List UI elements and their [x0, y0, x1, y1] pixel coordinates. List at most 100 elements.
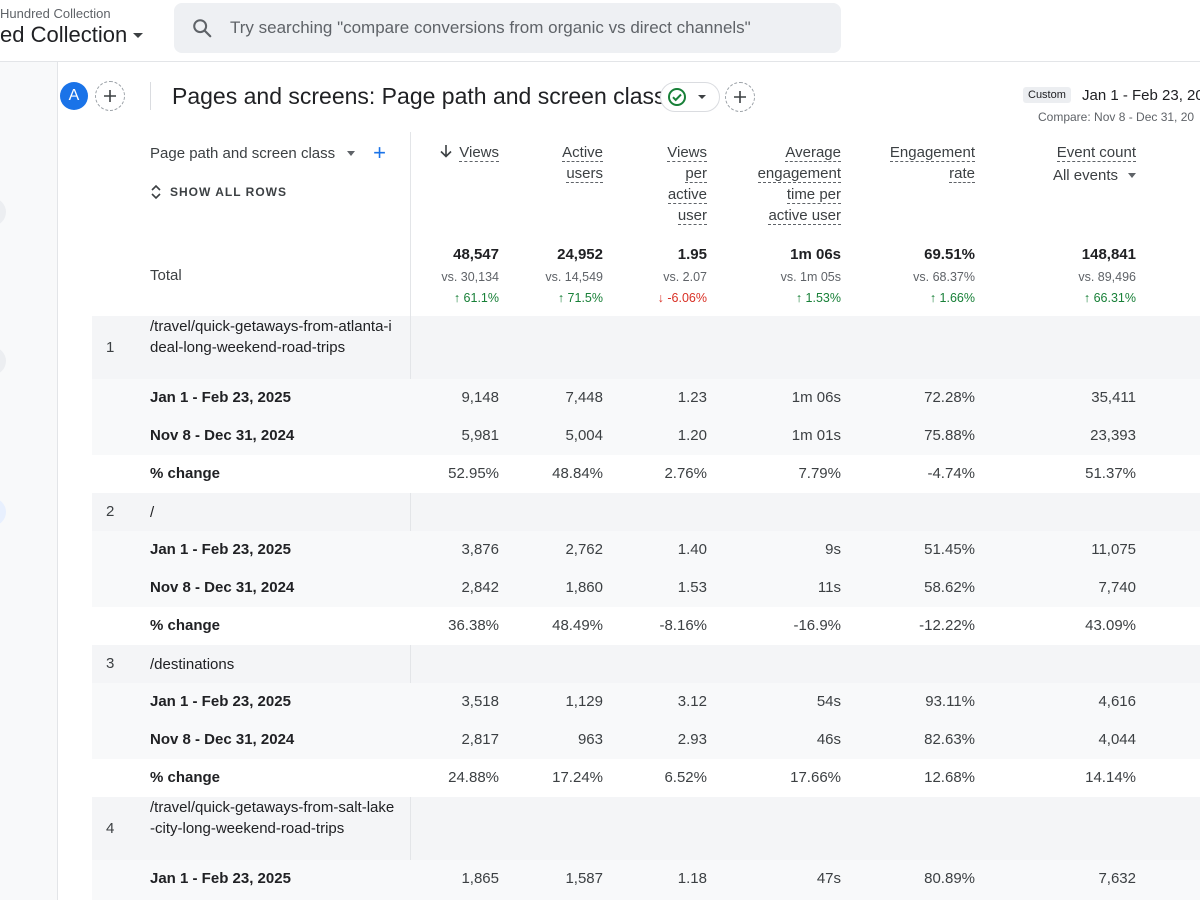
table-cell: 9s [825, 541, 841, 558]
total-change: ↑ 1.66% [855, 291, 975, 305]
plus-icon [734, 91, 746, 103]
table-cell: -16.9% [793, 617, 841, 634]
event-filter-select[interactable]: All events [1016, 165, 1136, 186]
table-cell: 46s [816, 731, 841, 748]
metric-header[interactable]: Views per active user [587, 142, 707, 226]
nav-icon[interactable] [0, 347, 6, 375]
total-change: ↑ 61.1% [379, 291, 499, 305]
total-compare-value: vs. 89,496 [1078, 270, 1136, 284]
search-bar[interactable] [174, 3, 841, 53]
dimension-header[interactable]: Page path and screen class + [150, 140, 386, 165]
metric-header-text: user [677, 207, 707, 225]
table-cell: 1.53 [677, 579, 707, 596]
table-row: Jan 1 - Feb 23, 2025 3,876 2,762 1.40 9s 51.4… [92, 531, 1200, 569]
event-filter-value: All events [1052, 167, 1118, 184]
show-all-rows-toggle[interactable]: SHOW ALL ROWS [150, 184, 287, 200]
total-compare-value: vs. 2.07 [663, 270, 707, 284]
table-cell: 2.93 [677, 731, 707, 748]
custom-date-badge: Custom [1023, 87, 1071, 103]
table-cell: 11,075 [1091, 541, 1136, 558]
table-cell: 963 [577, 731, 603, 748]
metric-header-text: per [685, 165, 707, 183]
table-cell: 1.23 [677, 389, 707, 406]
metric-header-line: Event count [1016, 142, 1136, 163]
table-cell: -12.22% [919, 617, 975, 634]
nav-icon[interactable] [0, 198, 6, 226]
total-change: ↓ -6.06% [587, 291, 707, 305]
dimension-label: Page path and screen class [150, 144, 336, 162]
metric-header[interactable]: Average engagement time per active user [721, 142, 841, 226]
table-cell: 6.52% [664, 769, 707, 786]
divider [150, 82, 151, 110]
nav-icon-active[interactable] [0, 498, 6, 526]
table-cell: 1m 01s [791, 427, 841, 444]
check-circle-icon [668, 88, 686, 106]
page-path[interactable]: /travel/quick-getaways-from-salt-lake-ci… [150, 799, 395, 837]
arrow-up-icon: ↑ [557, 291, 568, 305]
column-divider [410, 493, 411, 531]
table-row: Jan 1 - Feb 23, 2025 3,518 1,129 3.12 54s 93.… [92, 683, 1200, 721]
table-row: % change 24.88% 17.24% 6.52% 17.66% 12.68% 14.… [92, 759, 1200, 797]
table-cell: 43.09% [1085, 617, 1136, 634]
metric-header-line: user [587, 205, 707, 226]
total-change-value: 1.66% [939, 291, 975, 305]
unfold-icon [151, 184, 161, 200]
total-value: 1.95 [677, 246, 707, 263]
table-row: % change 52.95% 48.84% 2.76% 7.79% -4.74% 51.3… [92, 455, 1200, 493]
table-cell: 2,817 [461, 731, 499, 748]
account-selector[interactable]: ed Collection [0, 22, 144, 48]
metric-header-line: Views [379, 142, 499, 163]
metric-header-line: users [483, 163, 603, 184]
avatar[interactable]: A [60, 82, 88, 110]
table-cell: 3,876 [461, 541, 499, 558]
account-subtitle: Hundred Collection [0, 6, 111, 21]
metric-header-text: Event count [1056, 144, 1136, 162]
add-button[interactable] [725, 82, 755, 112]
table-cell: 23,393 [1090, 427, 1136, 444]
report-title-bar: A Pages and screens: Page path and scree… [58, 62, 1200, 132]
page-path[interactable]: / [150, 504, 155, 521]
table-row-page[interactable]: 2/ [92, 493, 1200, 531]
table-cell: 3,518 [461, 693, 499, 710]
report-status-menu[interactable] [660, 82, 720, 112]
chevron-down-icon[interactable] [347, 150, 356, 156]
metric-header-text: rate [949, 165, 975, 183]
row-rank: 1 [106, 338, 115, 356]
table-cell: 2,762 [565, 541, 603, 558]
search-input[interactable] [230, 18, 820, 38]
page-path[interactable]: /travel/quick-getaways-from-atlanta-idea… [150, 318, 392, 356]
table-cell: 12.68% [924, 769, 975, 786]
metric-header-line: Views [587, 142, 707, 163]
metric-header-line: Average [721, 142, 841, 163]
page-title: Pages and screens: Page path and screen … [172, 83, 666, 109]
table-cell: 9,148 [461, 389, 499, 406]
table-cell: 54s [816, 693, 841, 710]
metric-header[interactable]: Engagement rate [855, 142, 975, 184]
page-path[interactable]: /destinations [150, 656, 235, 673]
metric-header-text: Average [785, 144, 841, 162]
table-cell: 36.38% [448, 617, 499, 634]
table-cell: 5,004 [565, 427, 603, 444]
table-cell: 1m 06s [791, 389, 841, 406]
total-compare-value: vs. 30,134 [441, 270, 499, 284]
add-comparison-button[interactable] [95, 81, 125, 111]
arrow-up-icon: ↑ [453, 291, 464, 305]
metric-header[interactable]: Event count All events [1016, 142, 1136, 186]
date-range-picker[interactable]: Jan 1 - Feb 23, 20 [1082, 87, 1200, 104]
table-cell: -8.16% [659, 617, 707, 634]
metric-header[interactable]: Views [379, 142, 499, 163]
column-divider [410, 645, 411, 683]
table-row-page[interactable]: 4/travel/quick-getaways-from-salt-lake-c… [92, 797, 1200, 860]
total-change: ↑ 66.31% [1016, 291, 1136, 305]
table-row-page[interactable]: 3/destinations [92, 645, 1200, 683]
add-dimension-plus-icon[interactable]: + [373, 140, 386, 165]
metric-header-text: engagement [757, 165, 841, 183]
metric-header[interactable]: Active users [483, 142, 603, 184]
table-cell: 1.20 [677, 427, 707, 444]
arrow-up-icon: ↑ [795, 291, 806, 305]
table-cell: 93.11% [925, 693, 975, 710]
table-row-page[interactable]: 1/travel/quick-getaways-from-atlanta-ide… [92, 316, 1200, 379]
row-label: Jan 1 - Feb 23, 2025 [150, 693, 291, 710]
plus-icon [104, 90, 116, 102]
table-cell: 51.45% [924, 541, 975, 558]
